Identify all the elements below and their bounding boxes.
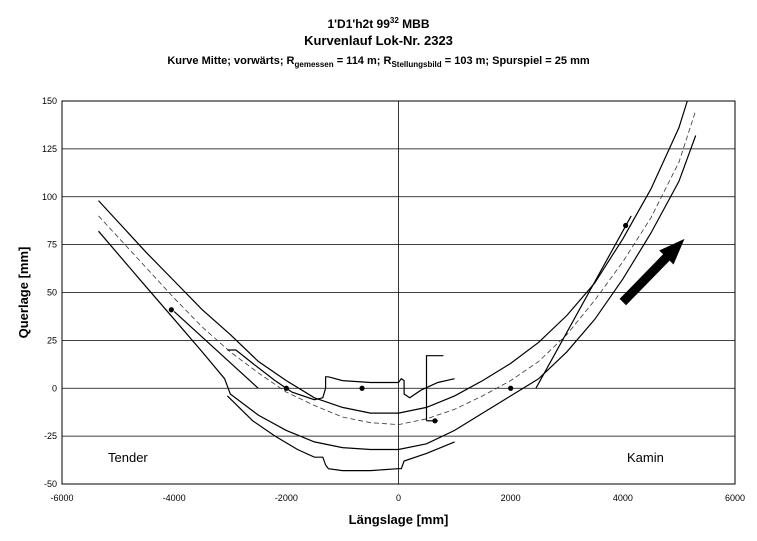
x-tick-label: 6000 [725,493,745,503]
y-tick-label: 125 [42,144,57,154]
series-inner-rail [98,135,697,451]
chart-subtitle: Kurvenlauf Lok-Nr. 2323 [304,33,453,48]
direction-arrow [619,238,685,306]
x-axis-label: Längslage [mm] [349,512,449,527]
series-centerline-dashed [98,110,697,426]
x-tick-label: 2000 [501,493,521,503]
data-point [283,385,289,391]
y-tick-label: 150 [42,96,57,106]
data-point [508,385,514,391]
chart-title: 1'D1'h2t 9932 MBB [327,16,430,31]
points-group [168,222,629,424]
data-point [359,385,365,391]
y-tick-label: 100 [42,192,57,202]
y-tick-label: 75 [47,240,57,250]
x-tick-label: 0 [396,493,401,503]
data-point [168,307,174,313]
series-loco-outline [227,349,455,401]
y-tick-label: 0 [52,383,57,393]
x-tick-label: 4000 [613,493,633,503]
y-tick-label: 25 [47,335,57,345]
arrow-shape [619,238,685,306]
y-tick-label: 50 [47,288,57,298]
plot-frame [61,100,736,485]
tender-label: Tender [108,450,148,465]
data-point [623,222,629,229]
kamin-label: Kamin [627,450,664,465]
series-group [98,100,697,472]
x-tick-label: -6000 [50,493,73,503]
x-tick-label: -4000 [163,493,186,503]
x-tick-label: -2000 [275,493,298,503]
y-tick-label: -50 [44,479,57,489]
series-axle-bracket [425,355,444,421]
y-axis-label: Querlage [mm] [16,247,31,339]
series-outer-rail [98,100,688,414]
chart-caption: Kurve Mitte; vorwärts; Rgemessen = 114 m… [167,55,590,69]
y-tick-label: -25 [44,431,57,441]
data-point [432,418,438,424]
series-axle-line [173,311,259,389]
series-loco-outline-lower [226,395,455,472]
series-axle-line [535,215,632,389]
tick-labels: -6000 -4000 -2000 0 2000 4000 6000 -50 -25 0 25 50 7… [42,96,745,503]
